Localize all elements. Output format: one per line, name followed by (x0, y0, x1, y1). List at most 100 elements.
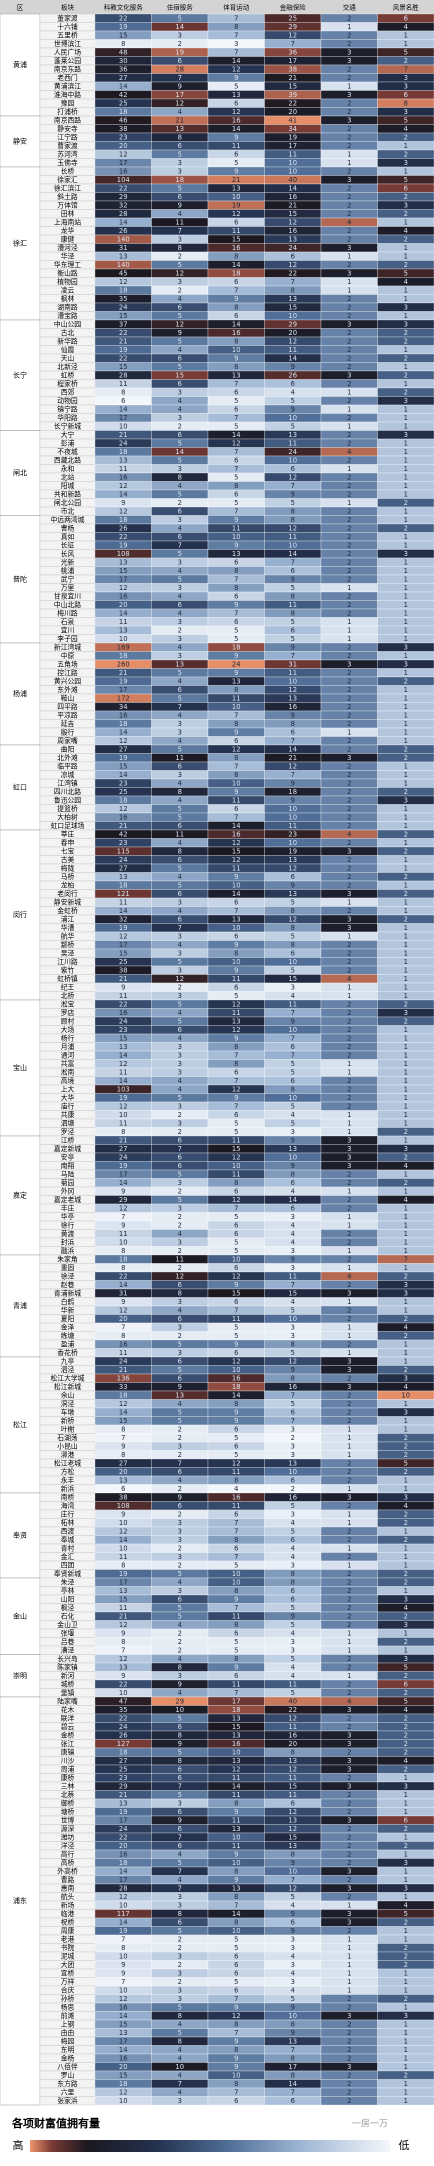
block-name: 万祥 (61, 1977, 75, 1986)
value-label: 6 (291, 567, 295, 575)
value-label: 3 (291, 1323, 295, 1331)
value-label: 2 (404, 388, 408, 396)
value-label: 5 (291, 1502, 295, 1510)
value-label: 2 (404, 1536, 408, 1544)
block-name: 大柏树 (57, 812, 78, 821)
value-label: 5 (291, 1604, 295, 1612)
value-label: 3 (347, 48, 351, 56)
value-label: 11 (232, 864, 241, 872)
block-name: 闸北公园 (54, 499, 81, 507)
value-label: 1 (404, 1969, 408, 1977)
value-label: 3 (347, 320, 351, 328)
value-label: 1 (347, 1510, 351, 1518)
value-label: 24 (119, 856, 128, 864)
value-label: 7 (234, 507, 238, 515)
value-label: 2 (347, 1536, 351, 1544)
block-name: 菊园 (61, 1178, 75, 1187)
value-label: 3 (347, 371, 351, 379)
value-label: 20 (119, 601, 128, 609)
value-label: 21 (232, 176, 241, 184)
value-label: 10 (288, 414, 297, 422)
legend-high: 高 (13, 2138, 24, 2152)
value-label: 2 (347, 686, 351, 694)
value-label: 17 (119, 1578, 128, 1586)
value-label: 2 (347, 941, 351, 949)
value-label: 5 (234, 1451, 238, 1459)
block-name: 世博滨江 (54, 39, 81, 48)
block-name: 徐泾 (61, 1271, 75, 1280)
value-label: 4 (404, 278, 408, 286)
value-label: 29 (175, 1697, 184, 1705)
block-name: 金汇 (61, 1552, 75, 1561)
value-label: 6 (178, 1918, 182, 1926)
value-label: 5 (178, 337, 182, 345)
value-label: 5 (178, 439, 182, 447)
value-label: 2 (347, 184, 351, 192)
value-label: 11 (288, 1272, 297, 1280)
value-label: 6 (404, 1680, 408, 1688)
value-label: 1 (404, 2037, 408, 2045)
value-label: 6 (234, 1442, 238, 1450)
value-label: 2 (178, 1629, 182, 1637)
value-label: 7 (234, 1689, 238, 1697)
value-label: 2 (347, 210, 351, 218)
value-label: 12 (288, 1884, 297, 1892)
value-label: 2 (347, 456, 351, 464)
value-label: 8 (234, 2080, 238, 2088)
value-label: 1 (404, 1077, 408, 1085)
value-label: 3 (347, 1366, 351, 1374)
value-label: 18 (119, 1859, 128, 1867)
value-label: 1 (404, 2063, 408, 2071)
value-label: 11 (288, 1000, 297, 1008)
value-label: 2 (347, 856, 351, 864)
block-name: 玉佛寺 (57, 158, 78, 167)
value-label: 3 (178, 1587, 182, 1595)
block-name: 真如 (61, 532, 75, 541)
value-label: 13 (119, 558, 128, 566)
value-label: 5 (234, 1935, 238, 1943)
value-label: 2 (347, 864, 351, 872)
value-label: 13 (119, 1476, 128, 1484)
value-label: 5 (178, 490, 182, 498)
value-label: 6 (291, 1408, 295, 1416)
value-label: 28 (119, 210, 128, 218)
value-label: 11 (232, 796, 241, 804)
value-label: 4 (178, 397, 182, 405)
value-label: 21 (288, 754, 297, 762)
value-label: 38 (119, 966, 128, 974)
value-label: 2 (404, 1153, 408, 1161)
value-label: 1 (347, 1646, 351, 1654)
value-label: 1 (347, 1935, 351, 1943)
value-label: 2 (404, 193, 408, 201)
value-label: 1 (347, 1060, 351, 1068)
value-label: 5 (234, 635, 238, 643)
value-label: 28 (119, 1884, 128, 1892)
value-label: 1 (404, 1051, 408, 1059)
value-label: 11 (232, 227, 241, 235)
value-label: 10 (119, 1901, 128, 1909)
value-label: 2 (347, 1077, 351, 1085)
value-label: 1 (404, 1111, 408, 1119)
value-label: 4 (347, 218, 351, 226)
value-label: 1 (404, 703, 408, 711)
value-label: 8 (234, 1536, 238, 1544)
value-label: 4 (178, 1230, 182, 1238)
value-label: 10 (232, 2071, 241, 2079)
value-label: 2 (347, 2097, 351, 2105)
value-label: 1 (404, 907, 408, 915)
value-label: 6 (178, 1595, 182, 1603)
value-label: 1 (404, 958, 408, 966)
block-name: 永和 (61, 464, 75, 473)
block-name: 金虹桥 (57, 906, 78, 915)
value-label: 17 (288, 57, 297, 65)
value-label: 14 (119, 1179, 128, 1187)
block-name: 七宝 (61, 846, 75, 855)
value-label: 15 (119, 312, 128, 320)
value-label: 18 (175, 176, 184, 184)
block-name: 西渡 (61, 1526, 75, 1535)
value-label: 40 (288, 176, 297, 184)
value-label: 47 (119, 1697, 128, 1705)
block-name: 江桥 (61, 1135, 75, 1144)
district-label: 徐汇 (13, 239, 27, 248)
value-label: 1 (404, 1034, 408, 1042)
